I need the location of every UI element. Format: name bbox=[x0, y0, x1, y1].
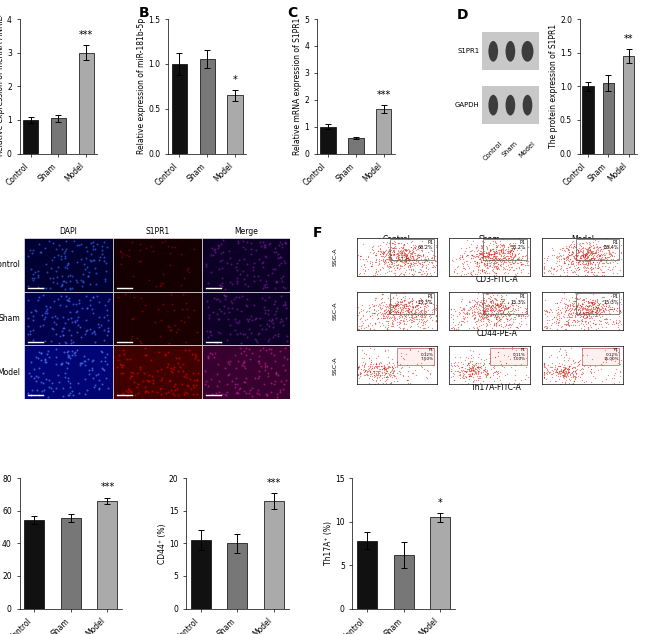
Y-axis label: Relative expression of lncRNA ANRIL: Relative expression of lncRNA ANRIL bbox=[0, 16, 5, 156]
Bar bbox=[482, 32, 539, 70]
Text: ***: *** bbox=[376, 90, 391, 100]
Text: C: C bbox=[287, 6, 298, 20]
Bar bbox=[320, 127, 336, 153]
Ellipse shape bbox=[506, 41, 515, 61]
Ellipse shape bbox=[521, 41, 534, 61]
Bar bbox=[603, 83, 614, 153]
Text: S1PR1: S1PR1 bbox=[458, 48, 480, 55]
Y-axis label: The protein expression of S1PR1: The protein expression of S1PR1 bbox=[549, 24, 558, 148]
Text: GAPDH: GAPDH bbox=[455, 102, 480, 108]
Y-axis label: Relative expression of miR-181b-5p: Relative expression of miR-181b-5p bbox=[137, 18, 146, 154]
Text: Sham: Sham bbox=[479, 235, 501, 244]
Text: CD3-FITC-A: CD3-FITC-A bbox=[475, 275, 518, 283]
Bar bbox=[51, 119, 66, 153]
Bar bbox=[394, 555, 414, 609]
Text: **: ** bbox=[624, 34, 634, 44]
Text: F: F bbox=[313, 226, 322, 240]
Text: Model: Model bbox=[518, 140, 537, 158]
Text: Th17A-FITC-A: Th17A-FITC-A bbox=[471, 383, 522, 392]
Text: Model: Model bbox=[571, 235, 594, 244]
Bar bbox=[200, 60, 214, 153]
Text: SSC-A: SSC-A bbox=[332, 356, 337, 375]
Text: ***: *** bbox=[266, 478, 281, 488]
Text: D: D bbox=[457, 8, 468, 22]
Bar bbox=[79, 53, 94, 153]
Ellipse shape bbox=[506, 95, 515, 115]
Y-axis label: Th17A⁺ (%): Th17A⁺ (%) bbox=[324, 521, 333, 566]
Text: ***: *** bbox=[79, 30, 94, 40]
Bar bbox=[376, 109, 391, 153]
Bar bbox=[430, 517, 450, 609]
Y-axis label: CD44⁺ (%): CD44⁺ (%) bbox=[158, 523, 166, 564]
Bar bbox=[227, 95, 242, 153]
Text: *: * bbox=[233, 75, 237, 84]
Text: CD44-PE-A: CD44-PE-A bbox=[476, 329, 517, 338]
Bar bbox=[482, 86, 539, 124]
Y-axis label: Relative mRNA expression of S1PR1: Relative mRNA expression of S1PR1 bbox=[293, 18, 302, 155]
Bar bbox=[348, 138, 363, 153]
Text: B: B bbox=[138, 6, 150, 20]
Ellipse shape bbox=[488, 95, 498, 115]
Bar bbox=[60, 518, 81, 609]
Text: Control: Control bbox=[482, 140, 504, 162]
Text: *: * bbox=[438, 498, 443, 508]
Bar bbox=[264, 501, 284, 609]
Bar bbox=[98, 501, 118, 609]
Bar bbox=[357, 541, 377, 609]
Text: Sham: Sham bbox=[502, 140, 519, 158]
Bar bbox=[24, 520, 44, 609]
Bar bbox=[23, 120, 38, 153]
Bar bbox=[172, 64, 187, 153]
Text: SSC-A: SSC-A bbox=[332, 302, 337, 320]
Ellipse shape bbox=[488, 41, 498, 61]
Bar bbox=[623, 56, 634, 153]
Text: A: A bbox=[0, 6, 1, 20]
Bar bbox=[227, 543, 248, 609]
Text: Control: Control bbox=[383, 235, 411, 244]
Text: ***: *** bbox=[100, 482, 114, 493]
Bar bbox=[190, 540, 211, 609]
Ellipse shape bbox=[523, 95, 532, 115]
Text: SSC-A: SSC-A bbox=[332, 247, 337, 266]
Bar bbox=[582, 86, 593, 153]
